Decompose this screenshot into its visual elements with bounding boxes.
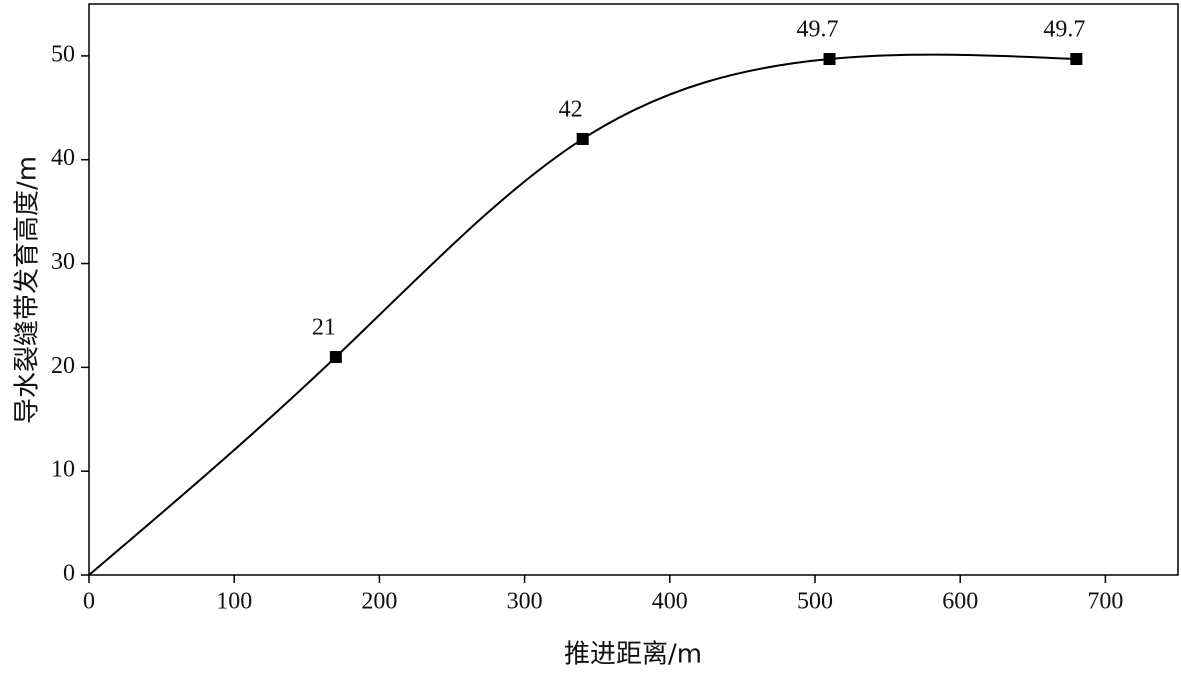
data-label: 49.7: [797, 17, 839, 43]
y-tick-label: 30: [51, 249, 75, 275]
marker: [1070, 53, 1083, 66]
x-tick-label: 400: [652, 589, 688, 615]
x-tick-label: 0: [83, 589, 95, 615]
data-label: 49.7: [1043, 17, 1085, 43]
y-tick-label: 20: [51, 353, 75, 379]
y-tick-label: 40: [51, 145, 75, 171]
data-label: 21: [312, 314, 336, 340]
x-tick-label: 300: [507, 589, 543, 615]
marker: [576, 132, 589, 145]
marker: [823, 53, 836, 66]
y-axis-label: 导水裂缝带发育高度/m: [13, 156, 43, 424]
x-axis-label: 推进距离/m: [564, 640, 702, 670]
x-tick-label: 500: [797, 589, 833, 615]
plot-frame: [88, 3, 1179, 576]
data-label: 42: [559, 96, 583, 122]
line: [88, 53, 1077, 576]
x-tick-label: 600: [942, 589, 978, 615]
x-tick-label: 200: [361, 589, 397, 615]
marker: [329, 350, 342, 363]
x-tick-label: 100: [216, 589, 252, 615]
y-tick-label: 0: [63, 561, 75, 587]
x-tick-label: 700: [1087, 589, 1123, 615]
y-tick-label: 50: [51, 41, 75, 67]
y-tick-label: 10: [51, 457, 75, 483]
